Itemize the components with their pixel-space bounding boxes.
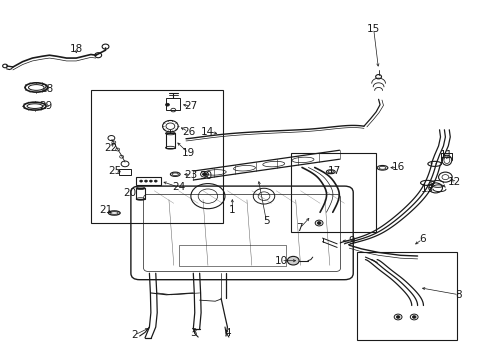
Circle shape: [144, 180, 147, 182]
Text: 3: 3: [190, 328, 196, 338]
Bar: [178, 244, 285, 266]
Text: 16: 16: [391, 162, 404, 172]
Circle shape: [165, 103, 169, 106]
Text: 12: 12: [447, 177, 460, 187]
Bar: [91, 90, 222, 223]
Bar: [356, 252, 456, 339]
Text: 30: 30: [199, 171, 212, 181]
Text: 2: 2: [131, 330, 138, 340]
Bar: [165, 134, 175, 148]
Text: 28: 28: [41, 84, 54, 94]
Text: 5: 5: [263, 216, 269, 226]
Text: 9: 9: [348, 236, 354, 246]
Text: 18: 18: [69, 44, 83, 54]
Text: 10: 10: [274, 256, 287, 266]
Bar: [136, 177, 160, 185]
Text: 11: 11: [439, 150, 452, 160]
Circle shape: [154, 180, 157, 182]
Text: 29: 29: [39, 102, 52, 112]
Circle shape: [149, 180, 152, 182]
Text: 26: 26: [182, 127, 195, 136]
Bar: [290, 153, 375, 232]
Bar: [136, 188, 145, 199]
Circle shape: [202, 173, 206, 176]
Text: 6: 6: [418, 234, 425, 244]
Text: 17: 17: [327, 166, 341, 176]
Text: 27: 27: [184, 102, 197, 112]
Circle shape: [411, 316, 415, 319]
Circle shape: [317, 222, 321, 225]
Circle shape: [287, 256, 299, 265]
Text: 13: 13: [420, 184, 433, 194]
Bar: [119, 169, 131, 175]
Text: 21: 21: [99, 206, 112, 216]
Text: 24: 24: [172, 182, 185, 192]
Text: 4: 4: [224, 328, 230, 338]
Text: 22: 22: [103, 143, 117, 153]
Bar: [166, 98, 180, 110]
Circle shape: [140, 180, 142, 182]
Text: 7: 7: [296, 224, 302, 233]
Text: 20: 20: [123, 188, 136, 198]
Text: 25: 25: [108, 166, 122, 176]
Text: 14: 14: [201, 127, 214, 136]
Text: 1: 1: [228, 206, 235, 216]
Text: 8: 8: [455, 290, 462, 300]
Circle shape: [395, 316, 399, 319]
Text: 23: 23: [184, 170, 197, 180]
Text: 15: 15: [366, 24, 380, 35]
Text: 19: 19: [182, 148, 195, 158]
